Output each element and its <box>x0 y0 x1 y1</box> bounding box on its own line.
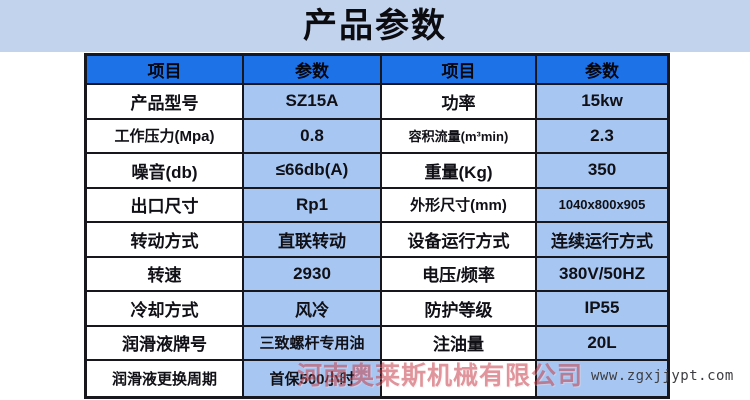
spec-value-cell: SZ15A <box>244 85 382 120</box>
spec-value-cell: 首保500小时 <box>244 361 382 396</box>
spec-value-cell: Rp1 <box>244 188 382 223</box>
spec-item-cell: 产品型号 <box>87 85 244 120</box>
spec-item-cell: 工作压力(Mpa) <box>87 119 244 154</box>
spec-item-cell: 噪音(db) <box>87 154 244 189</box>
spec-value-cell: 20L <box>537 326 667 361</box>
spec-item-cell: 冷却方式 <box>87 292 244 327</box>
spec-item-cell: 防护等级 <box>382 292 537 327</box>
item-header-cell: 项目 <box>382 56 537 85</box>
spec-table: 项目 参数 项目 参数 产品型号 SZ15A 功率 15kw 工作压力(Mpa) 0.8 容积流量(… <box>84 53 670 399</box>
spec-value-cell: 15kw <box>537 85 667 120</box>
spec-value-cell: 0.8 <box>244 119 382 154</box>
spec-item-cell: 设备运行方式 <box>382 223 537 258</box>
spec-value-cell: 1040x800x905 <box>537 188 667 223</box>
param-header-cell: 参数 <box>244 56 382 85</box>
spec-value-cell: 350 <box>537 154 667 189</box>
spec-item-cell: 功率 <box>382 85 537 120</box>
spec-value-cell: 直联转动 <box>244 223 382 258</box>
spec-item-cell: 出口尺寸 <box>87 188 244 223</box>
title-banner: 产品参数 <box>0 0 750 52</box>
spec-value-cell: 三致螺杆专用油 <box>244 326 382 361</box>
spec-value-cell: 2.3 <box>537 119 667 154</box>
spec-value-cell <box>537 361 667 396</box>
spec-item-cell: 注油量 <box>382 326 537 361</box>
param-header-cell: 参数 <box>537 56 667 85</box>
spec-value-cell: IP55 <box>537 292 667 327</box>
spec-item-cell: 转速 <box>87 257 244 292</box>
item-header-cell: 项目 <box>87 56 244 85</box>
spec-value-cell: 380V/50HZ <box>537 257 667 292</box>
spec-value-cell: ≤66db(A) <box>244 154 382 189</box>
spec-item-cell: 电压/频率 <box>382 257 537 292</box>
spec-item-cell: 容积流量(m³min) <box>382 119 537 154</box>
spec-item-cell: 外形尺寸(mm) <box>382 188 537 223</box>
spec-value-cell: 风冷 <box>244 292 382 327</box>
spec-item-cell: 重量(Kg) <box>382 154 537 189</box>
spec-item-cell: 润滑液牌号 <box>87 326 244 361</box>
spec-value-cell: 2930 <box>244 257 382 292</box>
spec-value-cell: 连续运行方式 <box>537 223 667 258</box>
spec-item-cell: 润滑液更换周期 <box>87 361 244 396</box>
spec-item-cell: 转动方式 <box>87 223 244 258</box>
page-title: 产品参数 <box>303 7 447 45</box>
spec-item-cell <box>382 361 537 396</box>
